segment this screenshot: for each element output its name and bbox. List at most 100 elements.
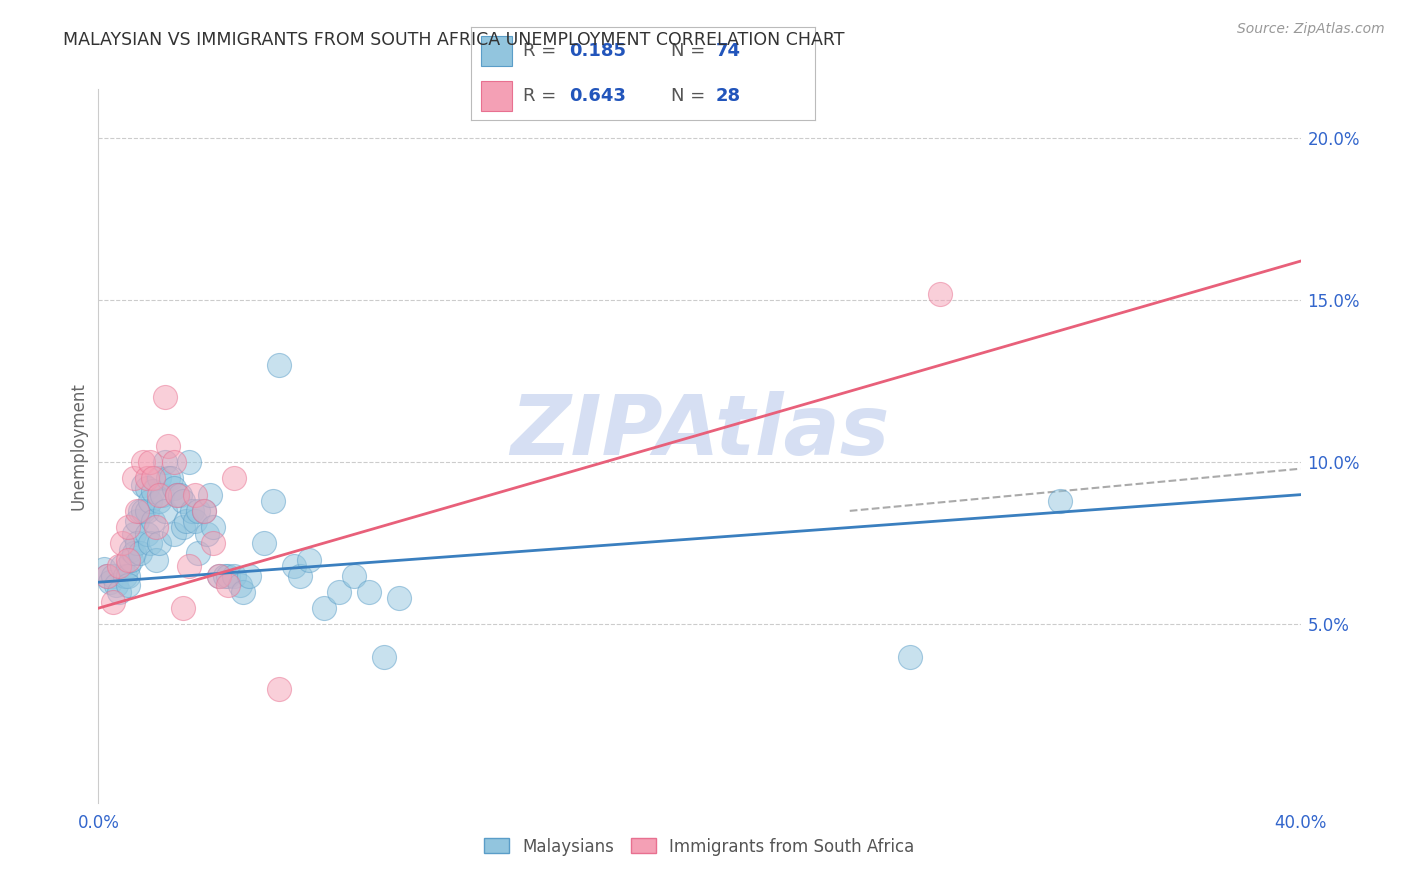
- Text: R =: R =: [523, 42, 561, 60]
- Point: [129, 504, 152, 518]
- Point: [162, 455, 184, 469]
- Point: [93, 562, 115, 576]
- Point: [135, 504, 157, 518]
- Text: N =: N =: [671, 87, 711, 105]
- Point: [187, 546, 209, 560]
- Point: [148, 536, 170, 550]
- Point: [312, 601, 335, 615]
- Point: [228, 578, 250, 592]
- Point: [138, 494, 160, 508]
- Point: [201, 536, 224, 550]
- Point: [169, 488, 191, 502]
- Point: [103, 568, 125, 582]
- Point: [135, 526, 157, 541]
- Point: [135, 481, 157, 495]
- Point: [298, 552, 321, 566]
- Point: [187, 504, 209, 518]
- Text: 0.185: 0.185: [569, 42, 626, 60]
- Point: [162, 481, 184, 495]
- Point: [929, 286, 952, 301]
- Point: [217, 568, 239, 582]
- Point: [328, 585, 350, 599]
- Point: [217, 578, 239, 592]
- Point: [141, 484, 163, 499]
- Point: [145, 552, 167, 566]
- Point: [108, 559, 131, 574]
- Point: [114, 568, 136, 582]
- Point: [262, 494, 284, 508]
- Point: [132, 455, 155, 469]
- Point: [124, 526, 146, 541]
- Point: [150, 488, 173, 502]
- Text: N =: N =: [671, 42, 711, 60]
- Point: [166, 488, 188, 502]
- Point: [388, 591, 411, 606]
- Point: [232, 585, 254, 599]
- Point: [373, 649, 395, 664]
- Point: [193, 504, 215, 518]
- Point: [100, 575, 122, 590]
- Point: [127, 514, 149, 528]
- Point: [172, 494, 194, 508]
- Point: [357, 585, 380, 599]
- Point: [117, 578, 139, 592]
- Point: [105, 578, 128, 592]
- Point: [253, 536, 276, 550]
- Point: [138, 455, 160, 469]
- Point: [222, 568, 245, 582]
- Text: Source: ZipAtlas.com: Source: ZipAtlas.com: [1237, 22, 1385, 37]
- Point: [172, 520, 194, 534]
- Point: [183, 514, 205, 528]
- Bar: [481, 36, 512, 66]
- Point: [153, 455, 176, 469]
- Point: [1049, 494, 1071, 508]
- Point: [267, 358, 290, 372]
- Point: [153, 504, 176, 518]
- Point: [124, 471, 146, 485]
- Text: ZIPAtlas: ZIPAtlas: [510, 392, 889, 472]
- Text: MALAYSIAN VS IMMIGRANTS FROM SOUTH AFRICA UNEMPLOYMENT CORRELATION CHART: MALAYSIAN VS IMMIGRANTS FROM SOUTH AFRIC…: [63, 31, 845, 49]
- Point: [201, 520, 224, 534]
- Point: [96, 568, 118, 582]
- Point: [111, 536, 134, 550]
- Legend: Malaysians, Immigrants from South Africa: Malaysians, Immigrants from South Africa: [478, 831, 921, 863]
- Point: [108, 585, 131, 599]
- Point: [343, 568, 366, 582]
- Point: [177, 455, 200, 469]
- Text: 74: 74: [716, 42, 741, 60]
- Point: [174, 514, 197, 528]
- Point: [135, 471, 157, 485]
- Point: [177, 559, 200, 574]
- Point: [117, 559, 139, 574]
- Point: [117, 552, 139, 566]
- Point: [159, 471, 181, 485]
- Point: [129, 546, 152, 560]
- Point: [267, 682, 290, 697]
- Point: [138, 536, 160, 550]
- Point: [214, 568, 236, 582]
- Text: 0.643: 0.643: [569, 87, 626, 105]
- Point: [153, 390, 176, 404]
- Point: [121, 552, 143, 566]
- Point: [127, 504, 149, 518]
- Point: [132, 478, 155, 492]
- Point: [111, 559, 134, 574]
- Point: [117, 520, 139, 534]
- Point: [132, 504, 155, 518]
- Point: [238, 568, 260, 582]
- Point: [156, 471, 179, 485]
- Point: [148, 471, 170, 485]
- Point: [222, 471, 245, 485]
- Point: [166, 488, 188, 502]
- Point: [172, 601, 194, 615]
- Text: R =: R =: [523, 87, 561, 105]
- Point: [156, 439, 179, 453]
- Point: [96, 568, 118, 582]
- Point: [283, 559, 305, 574]
- Point: [141, 471, 163, 485]
- Point: [162, 526, 184, 541]
- Point: [288, 568, 311, 582]
- Point: [198, 488, 221, 502]
- Point: [183, 488, 205, 502]
- Point: [193, 504, 215, 518]
